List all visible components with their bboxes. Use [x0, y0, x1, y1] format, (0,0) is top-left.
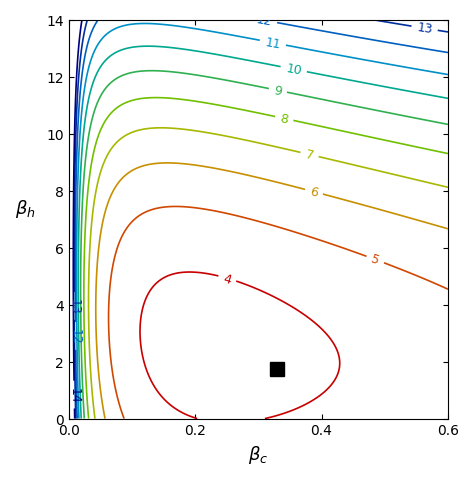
Text: 4: 4: [222, 271, 233, 286]
Text: 5: 5: [369, 252, 381, 267]
X-axis label: $\beta_c$: $\beta_c$: [248, 443, 268, 465]
Text: 12: 12: [255, 13, 273, 29]
Text: 13: 13: [416, 22, 433, 37]
Text: 13: 13: [68, 299, 81, 314]
Text: 10: 10: [285, 62, 303, 78]
Text: 6: 6: [309, 185, 319, 200]
Text: 14: 14: [68, 387, 81, 403]
Text: 11: 11: [264, 36, 282, 51]
Text: 9: 9: [273, 84, 283, 98]
Y-axis label: $\beta_h$: $\beta_h$: [15, 198, 36, 219]
Text: 8: 8: [279, 112, 290, 126]
Text: 12: 12: [69, 328, 82, 344]
Text: 7: 7: [304, 148, 315, 162]
